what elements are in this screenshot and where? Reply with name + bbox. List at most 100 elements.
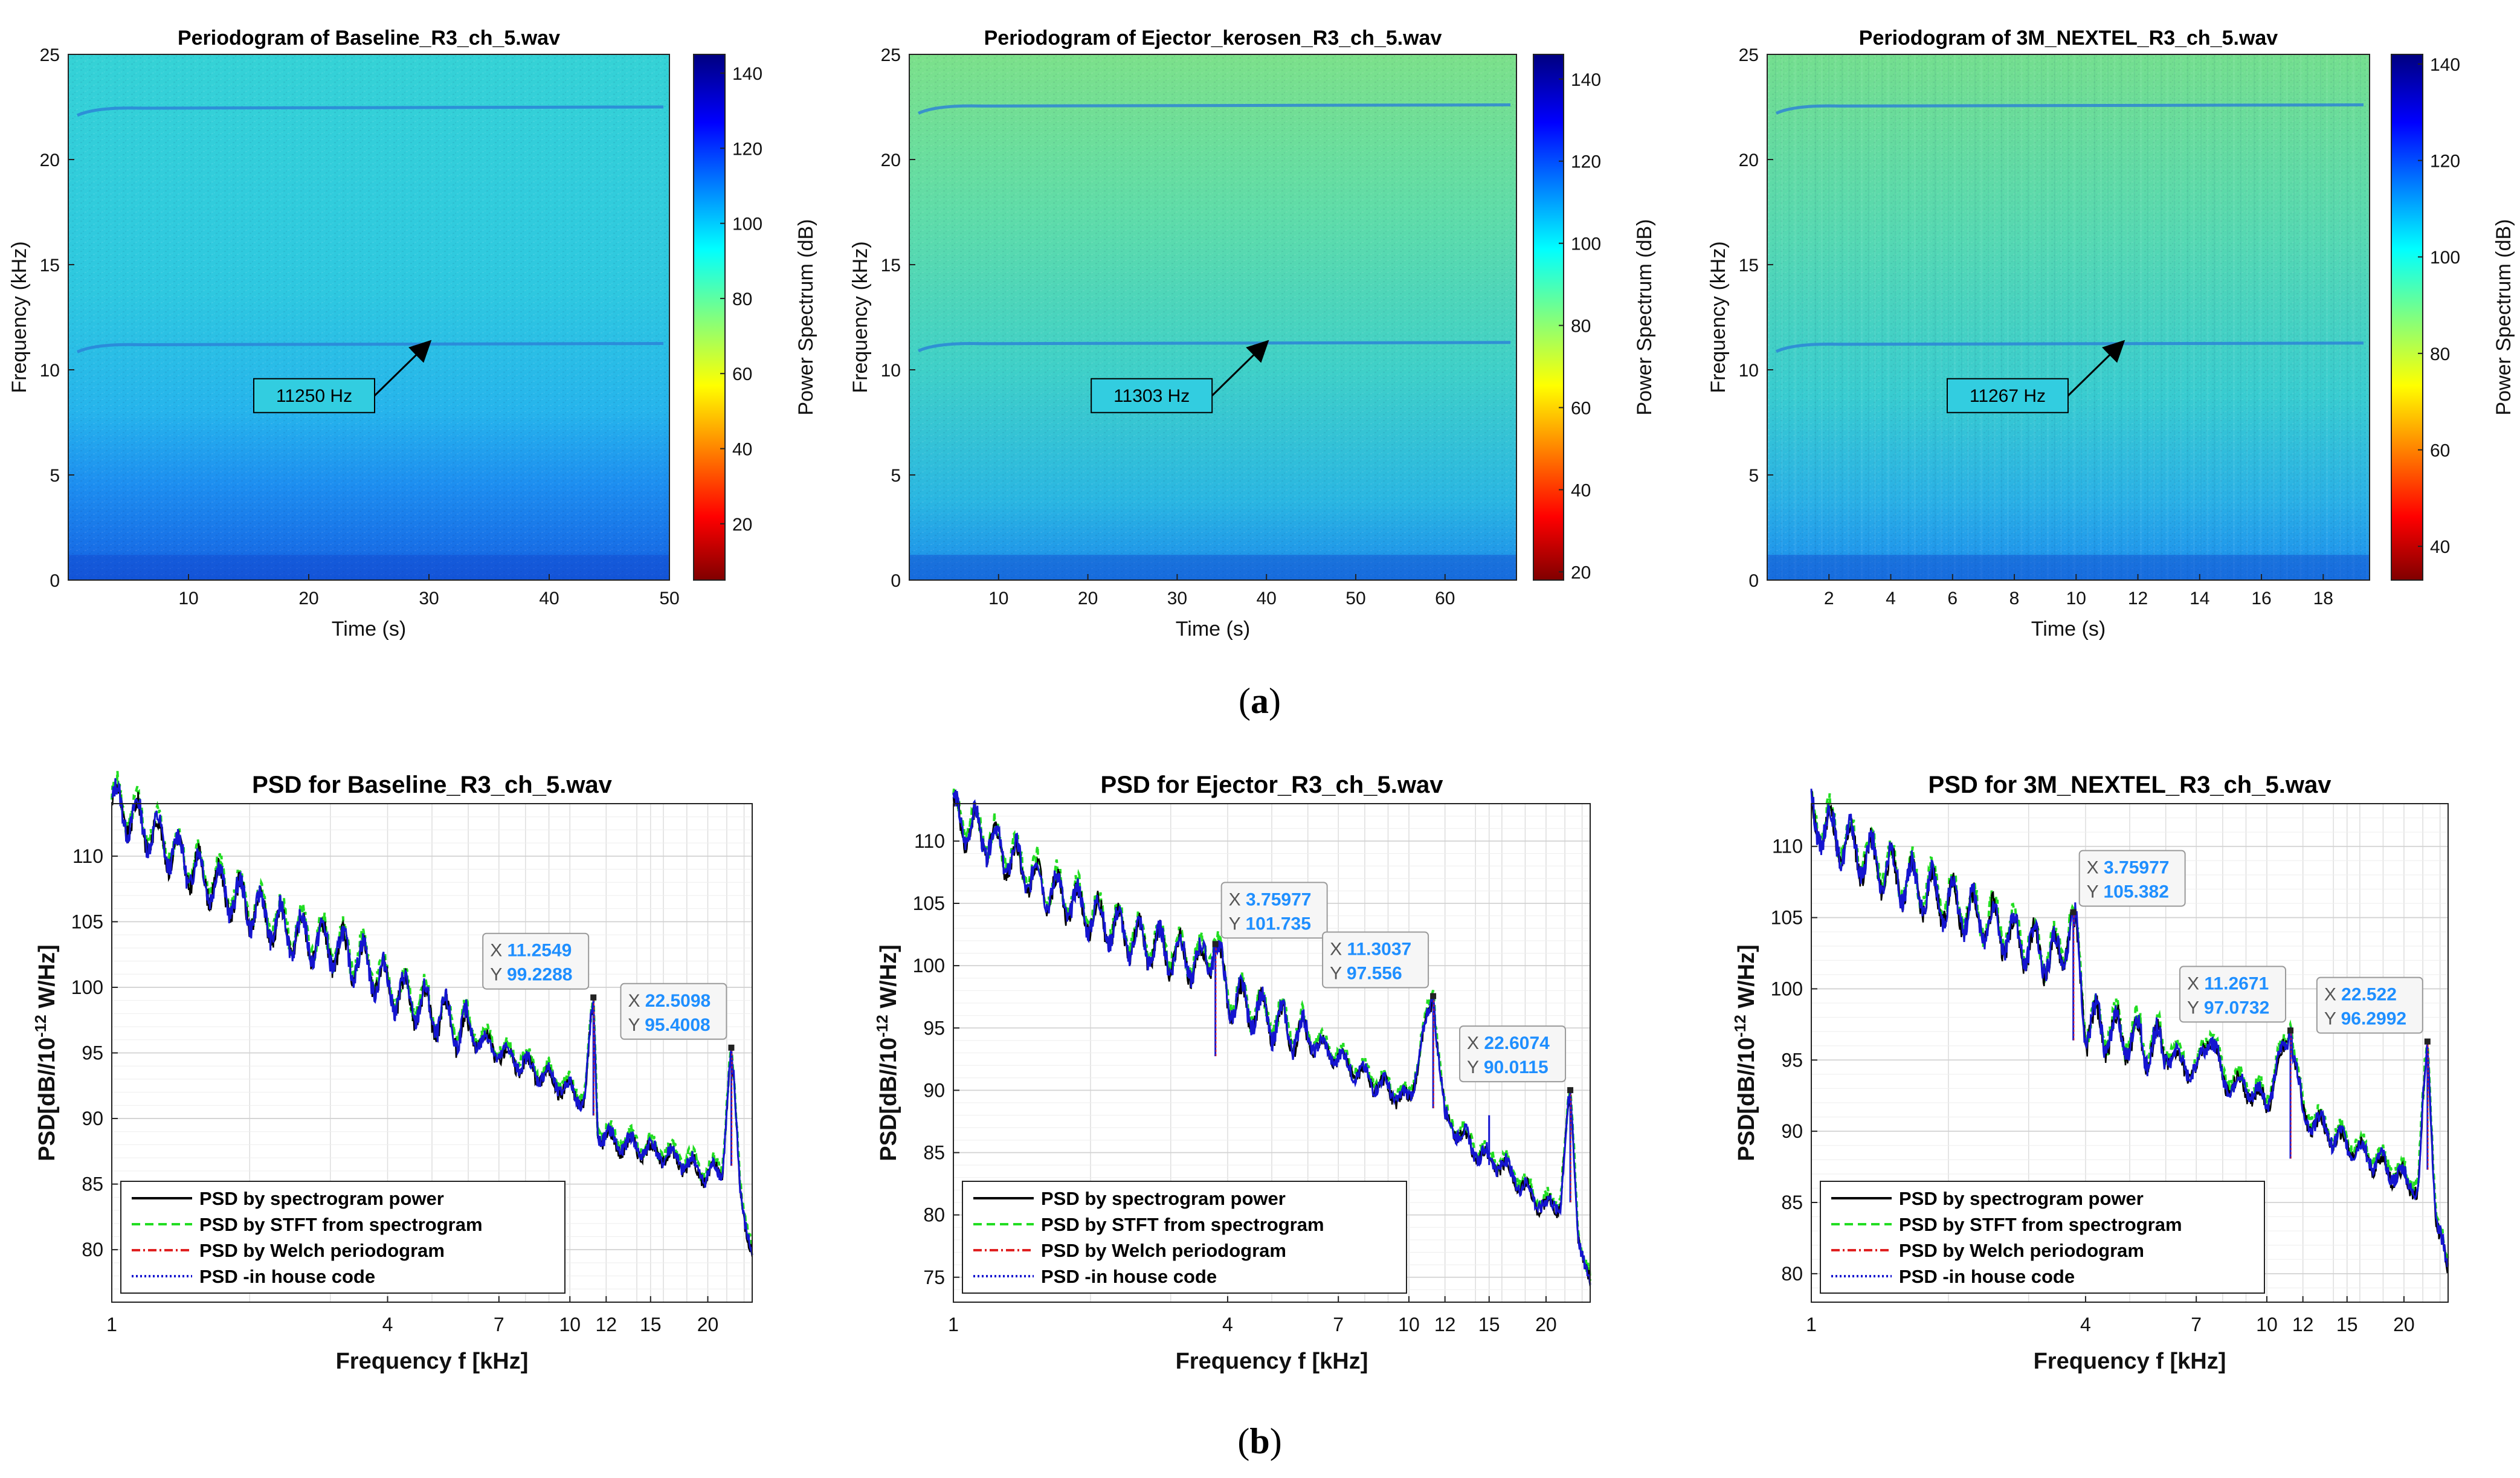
plot-title: PSD for Baseline_R3_ch_5.wav <box>252 772 613 798</box>
colorbar-tick-label: 40 <box>732 440 752 460</box>
legend-label: PSD by Welch periodogram <box>199 1240 445 1261</box>
datatip-y: Y 90.0115 <box>1467 1057 1548 1077</box>
y-axis-label: Frequency (kHz) <box>849 241 872 393</box>
y-tick-label: 5 <box>1748 466 1759 486</box>
legend-label: PSD by spectrogram power <box>199 1188 444 1209</box>
datatip[interactable]: X 3.75977 Y 101.735 <box>1220 882 1328 939</box>
datatip[interactable]: X 22.5098 Y 95.4008 <box>620 983 727 1040</box>
datatip[interactable]: X 22.522 Y 96.2992 <box>2316 976 2423 1034</box>
datatip[interactable]: X 11.3037 Y 97.556 <box>1322 931 1429 989</box>
x-tick-label: 60 <box>1435 589 1455 608</box>
y-tick-label: 100 <box>71 976 103 998</box>
x-tick-label: 7 <box>1333 1314 1344 1335</box>
x-tick-label: 10 <box>2256 1314 2278 1335</box>
y-tick-label: 0 <box>50 571 60 591</box>
datatip-box <box>2078 850 2186 907</box>
caption-a: (a) <box>1239 681 1281 721</box>
plot-title: PSD for 3M_NEXTEL_R3_ch_5.wav <box>1929 772 2332 798</box>
y-tick-label: 20 <box>1739 150 1759 170</box>
y-tick-label: 25 <box>1739 45 1759 65</box>
datatip-y: Y 95.4008 <box>628 1015 710 1035</box>
annotation-box <box>1091 378 1213 413</box>
x-tick-label: 8 <box>2009 589 2020 608</box>
y-tick-label: 95 <box>82 1042 103 1064</box>
y-tick-label: 75 <box>923 1267 945 1288</box>
datatip-y: Y 99.2288 <box>490 965 572 985</box>
datatip-box <box>620 983 727 1040</box>
datatip-box <box>2316 976 2423 1034</box>
x-tick-label: 15 <box>2336 1314 2358 1335</box>
annotation-text: 11267 Hz <box>1970 386 2046 406</box>
x-tick-label: 10 <box>178 589 198 608</box>
y-tick-label: 90 <box>923 1079 945 1101</box>
datatip[interactable]: X 22.6074 Y 90.0115 <box>1459 1025 1567 1083</box>
colorbar-tick-label: 20 <box>732 515 752 535</box>
legend: PSD by spectrogram power PSD by STFT from… <box>962 1181 1407 1294</box>
y-tick-label: 80 <box>82 1239 103 1260</box>
x-axis-label: Frequency f [kHz] <box>1176 1349 1368 1374</box>
plot-title: PSD for Ejector_R3_ch_5.wav <box>1101 772 1444 798</box>
y-tick-label: 15 <box>40 256 60 276</box>
annotation-arrow <box>373 340 432 396</box>
spectrogram-low-band <box>68 555 669 580</box>
colorbar-tick-label: 80 <box>732 289 752 309</box>
legend-label: PSD by STFT from spectrogram <box>1041 1214 1324 1235</box>
y-tick-label: 20 <box>881 150 901 170</box>
y-tick-label: 105 <box>1771 907 1803 929</box>
y-tick-label: 90 <box>1781 1120 1803 1142</box>
x-tick-label: 1 <box>106 1314 117 1335</box>
y-tick-label: 110 <box>73 845 103 867</box>
colorbar-label: Power Spectrum (dB) <box>1633 219 1656 416</box>
colorbar-tick-label: 60 <box>2430 440 2450 460</box>
tone-line <box>1775 103 2364 115</box>
spectrogram-noise <box>909 54 1516 580</box>
datatip-x: X 11.2671 <box>2187 973 2269 993</box>
legend-label: PSD -in house code <box>199 1266 375 1287</box>
x-tick-label: 50 <box>659 589 679 608</box>
spectrogram-noise <box>68 54 669 580</box>
x-tick-label: 30 <box>1167 589 1187 608</box>
y-tick-label: 85 <box>82 1173 103 1195</box>
datatip-box <box>1322 931 1429 989</box>
x-tick-label: 15 <box>1478 1314 1500 1335</box>
y-axis-label: Frequency (kHz) <box>8 241 31 393</box>
datatip-x: X 22.522 <box>2324 985 2397 1005</box>
legend-label: PSD -in house code <box>1041 1266 1217 1287</box>
x-tick-label: 4 <box>2080 1314 2091 1335</box>
y-tick-label: 10 <box>881 361 901 381</box>
spectrogram-panel: Periodogram of 3M_NEXTEL_R3_ch_5.wav 2 4 6 8… <box>1707 27 2515 641</box>
x-tick-label: 10 <box>559 1314 581 1335</box>
x-tick-label: 10 <box>988 589 1008 608</box>
y-tick-label: 0 <box>891 571 901 591</box>
x-tick-label: 7 <box>2191 1314 2202 1335</box>
peak-marker <box>2070 909 2077 915</box>
annotation-text: 11303 Hz <box>1113 386 1190 406</box>
peak-marker <box>1212 941 1219 947</box>
x-tick-label: 4 <box>382 1314 393 1335</box>
x-tick-label: 20 <box>1535 1314 1557 1335</box>
datatip-x: X 22.6074 <box>1467 1033 1550 1053</box>
legend-box <box>120 1181 566 1294</box>
plot-frame <box>68 54 670 581</box>
datatip[interactable]: X 11.2671 Y 97.0732 <box>2179 966 2287 1023</box>
datatip[interactable]: X 11.2549 Y 99.2288 <box>482 932 590 990</box>
x-tick-label: 20 <box>697 1314 719 1335</box>
colorbar <box>693 54 726 581</box>
y-tick-label: 105 <box>913 892 945 914</box>
spectrogram-low-band <box>909 555 1516 580</box>
y-tick-label: 20 <box>40 150 60 170</box>
y-axis-label: PSD[dB//10-12 W/Hz] <box>873 944 901 1161</box>
datatip[interactable]: X 3.75977 Y 105.382 <box>2078 850 2186 907</box>
psd-panel: X 3.75977 Y 101.735 X 11.3037 Y 97.556 X 22.… <box>873 772 1591 1374</box>
x-axis-label: Time (s) <box>1176 618 1250 641</box>
x-tick-label: 4 <box>1886 589 1896 608</box>
colorbar-tick-label: 100 <box>732 215 762 234</box>
datatip-y: Y 97.556 <box>1330 964 1402 984</box>
colorbar <box>2391 54 2423 581</box>
plot-title: Periodogram of 3M_NEXTEL_R3_ch_5.wav <box>1859 27 2278 50</box>
colorbar-tick-label: 80 <box>2430 344 2450 364</box>
annotation-text: 11250 Hz <box>276 386 352 406</box>
annotation-box <box>253 378 375 413</box>
tone-line <box>1775 341 2364 353</box>
colorbar-tick-label: 140 <box>732 64 762 84</box>
